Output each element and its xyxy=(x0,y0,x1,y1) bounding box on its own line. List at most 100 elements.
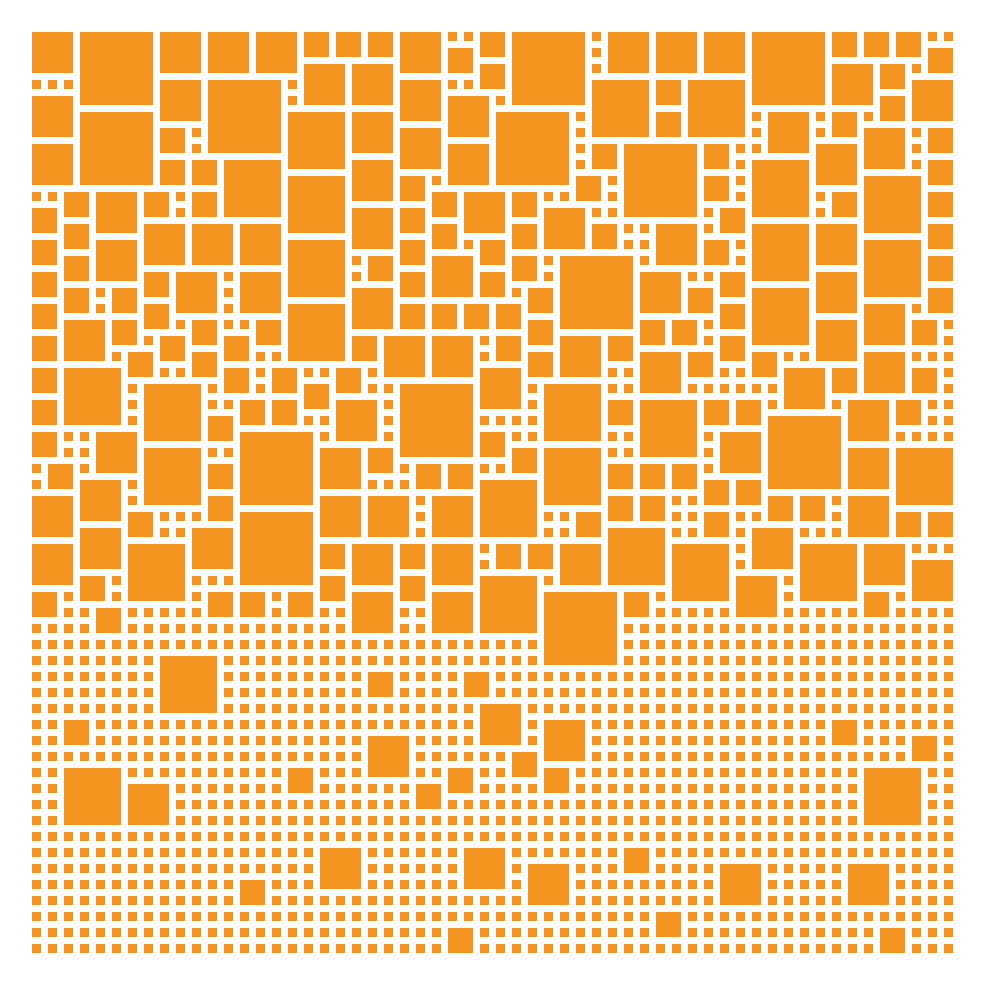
tile xyxy=(80,464,89,473)
tile xyxy=(368,848,377,857)
tile xyxy=(896,864,905,873)
tile xyxy=(880,912,889,921)
tile xyxy=(624,448,633,457)
tile xyxy=(752,288,809,345)
tile xyxy=(336,784,345,793)
tile xyxy=(864,688,873,697)
tile xyxy=(144,656,153,665)
tile xyxy=(896,592,905,601)
tile xyxy=(224,160,281,217)
tile xyxy=(640,768,649,777)
tile xyxy=(384,784,393,793)
tile xyxy=(528,864,569,905)
tile xyxy=(688,272,697,281)
tile xyxy=(848,400,889,441)
tile xyxy=(496,544,521,569)
tile xyxy=(752,736,761,745)
tile xyxy=(912,944,921,953)
tile xyxy=(672,656,681,665)
tile xyxy=(304,800,313,809)
tile xyxy=(688,848,697,857)
tile xyxy=(48,896,57,905)
tile xyxy=(448,672,457,681)
tile xyxy=(944,704,953,713)
tile xyxy=(272,400,297,425)
tile xyxy=(816,528,825,537)
tile xyxy=(480,544,489,553)
tile xyxy=(304,656,313,665)
tile xyxy=(272,768,281,777)
tile xyxy=(944,832,953,841)
tile xyxy=(400,464,409,473)
tile xyxy=(320,608,329,617)
tile xyxy=(112,912,121,921)
tile xyxy=(48,704,57,713)
tile xyxy=(736,848,745,857)
tile xyxy=(816,688,825,697)
tile xyxy=(80,432,89,441)
tile xyxy=(400,608,409,617)
tile xyxy=(192,928,201,937)
tile xyxy=(608,400,633,425)
tile xyxy=(816,624,825,633)
tile xyxy=(400,704,409,713)
tile xyxy=(256,320,281,345)
tile xyxy=(432,224,457,249)
tile xyxy=(544,528,553,537)
tile xyxy=(256,784,265,793)
tile xyxy=(848,640,857,649)
tile xyxy=(944,336,953,345)
tile xyxy=(592,80,649,137)
tile xyxy=(864,656,873,665)
tile xyxy=(480,928,489,937)
tile xyxy=(192,320,217,345)
tile xyxy=(688,288,713,313)
tile xyxy=(608,496,633,521)
tile xyxy=(656,896,665,905)
tile xyxy=(624,224,633,233)
tile xyxy=(432,640,441,649)
tile xyxy=(192,224,233,265)
tile xyxy=(288,736,297,745)
tile xyxy=(256,368,265,377)
tile xyxy=(928,48,953,73)
tile xyxy=(688,352,713,377)
tile xyxy=(288,816,297,825)
tile xyxy=(240,752,249,761)
tile xyxy=(144,688,153,697)
tile xyxy=(768,864,777,873)
tile xyxy=(240,432,313,505)
tile xyxy=(832,400,841,409)
tile xyxy=(560,192,569,201)
tile xyxy=(656,736,665,745)
tile xyxy=(928,512,953,537)
tile xyxy=(832,32,857,57)
tile xyxy=(672,496,681,505)
tile xyxy=(80,896,89,905)
tile xyxy=(496,336,521,361)
tile xyxy=(896,512,921,537)
tile xyxy=(128,672,137,681)
tile xyxy=(448,96,489,137)
tile xyxy=(544,944,553,953)
tile xyxy=(208,768,217,777)
tile xyxy=(640,672,649,681)
tile xyxy=(816,656,825,665)
tile xyxy=(704,784,713,793)
tile xyxy=(144,192,169,217)
tile xyxy=(912,672,921,681)
tile xyxy=(608,672,617,681)
tile xyxy=(784,784,793,793)
tile xyxy=(784,816,793,825)
tile xyxy=(640,896,649,905)
tile xyxy=(912,432,921,441)
tile xyxy=(608,736,617,745)
tile xyxy=(416,496,425,505)
tile xyxy=(624,832,633,841)
tile xyxy=(544,208,585,249)
tile xyxy=(832,656,841,665)
tile xyxy=(432,656,441,665)
tile xyxy=(336,624,345,633)
tile xyxy=(176,784,185,793)
tile xyxy=(32,768,41,777)
